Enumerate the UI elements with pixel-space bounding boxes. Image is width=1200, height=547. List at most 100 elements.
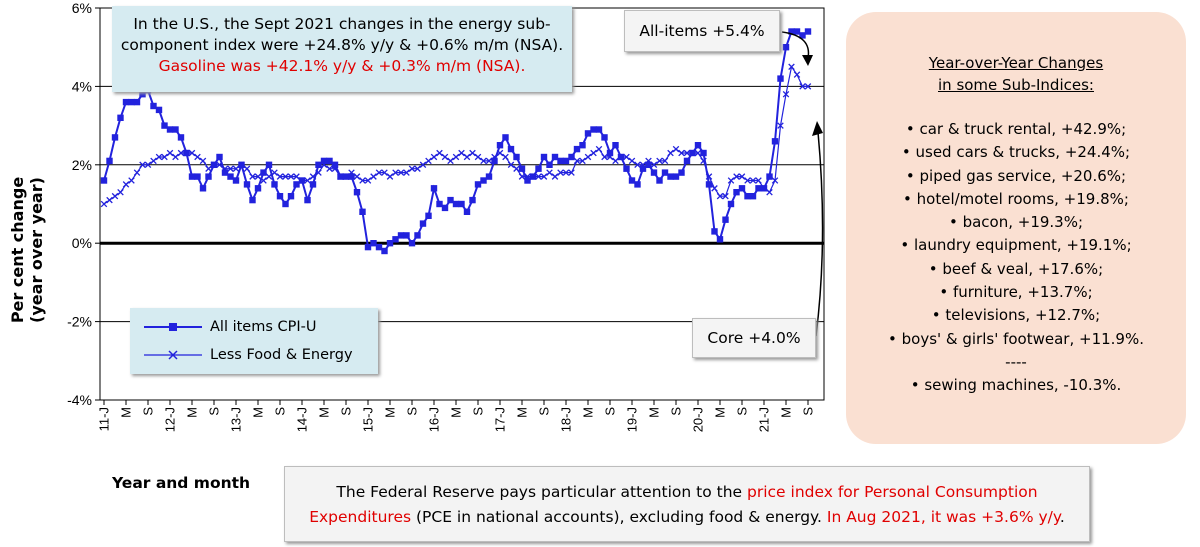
data-point: [139, 161, 146, 169]
x-tick-label: S: [801, 407, 816, 416]
sub-index-separator: ----: [1005, 352, 1027, 371]
x-tick-label: S: [339, 407, 354, 416]
data-point: [727, 200, 735, 208]
data-point: [469, 196, 476, 204]
data-point: [447, 196, 454, 204]
data-point: [243, 181, 251, 188]
data-point: [359, 208, 366, 215]
data-point: [683, 157, 691, 165]
data-point: [656, 177, 663, 184]
data-point: [436, 149, 443, 157]
data-point: [661, 157, 669, 165]
data-point: [331, 161, 339, 168]
x-tick-label: 11-J: [97, 407, 112, 431]
data-point: [595, 126, 603, 133]
data-point: [480, 177, 487, 184]
data-point: [315, 161, 322, 168]
data-point: [326, 157, 333, 165]
data-point: [744, 177, 751, 184]
data-point: [678, 169, 685, 176]
y-tick-label: -2%: [67, 314, 92, 330]
y-tick-label: 4%: [72, 78, 92, 94]
data-point: [766, 188, 773, 196]
data-point: [557, 169, 564, 176]
data-point: [364, 177, 372, 184]
x-tick-label: 13-J: [229, 407, 244, 432]
data-point: [100, 177, 108, 184]
data-point: [513, 153, 520, 161]
data-point: [491, 157, 498, 165]
data-point: [337, 173, 344, 180]
data-point: [188, 149, 196, 157]
x-tick-label: M: [449, 407, 464, 418]
data-point: [579, 157, 586, 165]
data-point: [183, 149, 190, 157]
data-point: [177, 134, 185, 141]
sub-index-item: • televisions, +12.7%;: [931, 306, 1101, 325]
data-point: [518, 165, 526, 172]
data-point: [540, 153, 548, 161]
data-point: [221, 169, 229, 176]
data-point: [551, 153, 559, 161]
data-point: [177, 149, 185, 157]
data-point: [535, 165, 542, 172]
data-point: [584, 130, 592, 137]
x-tick-label: M: [515, 407, 530, 418]
data-point: [254, 185, 262, 192]
data-point: [117, 188, 124, 196]
data-point: [271, 181, 278, 188]
data-point: [375, 169, 383, 176]
data-point: [722, 216, 729, 223]
data-point: [172, 153, 179, 161]
x-tick-label: M: [779, 407, 794, 418]
data-point: [711, 185, 718, 192]
sub-indices-title-line2: in some Sub-Indices:: [938, 76, 1094, 94]
data-point: [485, 157, 493, 165]
data-point: [133, 98, 141, 106]
all-items-callout: All-items +5.4%: [624, 10, 780, 52]
data-point: [480, 157, 487, 165]
data-point: [722, 192, 729, 200]
data-point: [733, 189, 740, 196]
data-point: [166, 149, 174, 157]
data-point: [766, 173, 773, 180]
sub-index-item: • car & truck rental, +42.9%;: [905, 120, 1127, 138]
data-point: [414, 165, 421, 172]
data-point: [540, 173, 548, 180]
data-point: [738, 185, 746, 192]
all-items-arrowhead: [802, 55, 813, 66]
data-point: [452, 200, 460, 208]
data-point: [716, 192, 724, 200]
y-axis-ticks: -4% -2% 0% 2% 4% 6%: [67, 0, 100, 408]
data-point: [507, 161, 515, 169]
data-point: [727, 177, 735, 184]
data-point: [430, 153, 438, 161]
data-point: [243, 165, 251, 172]
data-point: [188, 173, 196, 180]
data-point: [293, 181, 300, 188]
sub-index-item: • piped gas service, +20.6%;: [905, 166, 1127, 185]
data-point: [804, 83, 812, 90]
bottom-note-text: .: [1059, 508, 1065, 526]
data-point: [782, 44, 790, 51]
data-point: [782, 90, 790, 98]
data-point: [760, 185, 768, 192]
data-point: [155, 106, 163, 114]
data-point: [381, 169, 388, 176]
data-point: [672, 145, 680, 153]
data-point: [513, 165, 520, 172]
sub-indices-title-line1: Year-over-Year Changes: [928, 54, 1104, 72]
y-tick-label: -4%: [67, 392, 92, 408]
data-point: [117, 114, 124, 121]
top-note-line2: component index were +24.8% y/y & +0.6% …: [120, 36, 564, 54]
data-point: [282, 200, 289, 208]
data-point: [546, 161, 553, 168]
data-point: [546, 169, 553, 176]
x-tick-label: M: [713, 407, 728, 418]
data-point: [716, 236, 724, 243]
data-point: [755, 177, 762, 184]
sub-index-item: • boys' & girls' footwear, +11.9%.: [888, 329, 1144, 348]
data-point: [485, 173, 493, 180]
data-point: [788, 63, 795, 71]
data-point: [634, 181, 641, 188]
